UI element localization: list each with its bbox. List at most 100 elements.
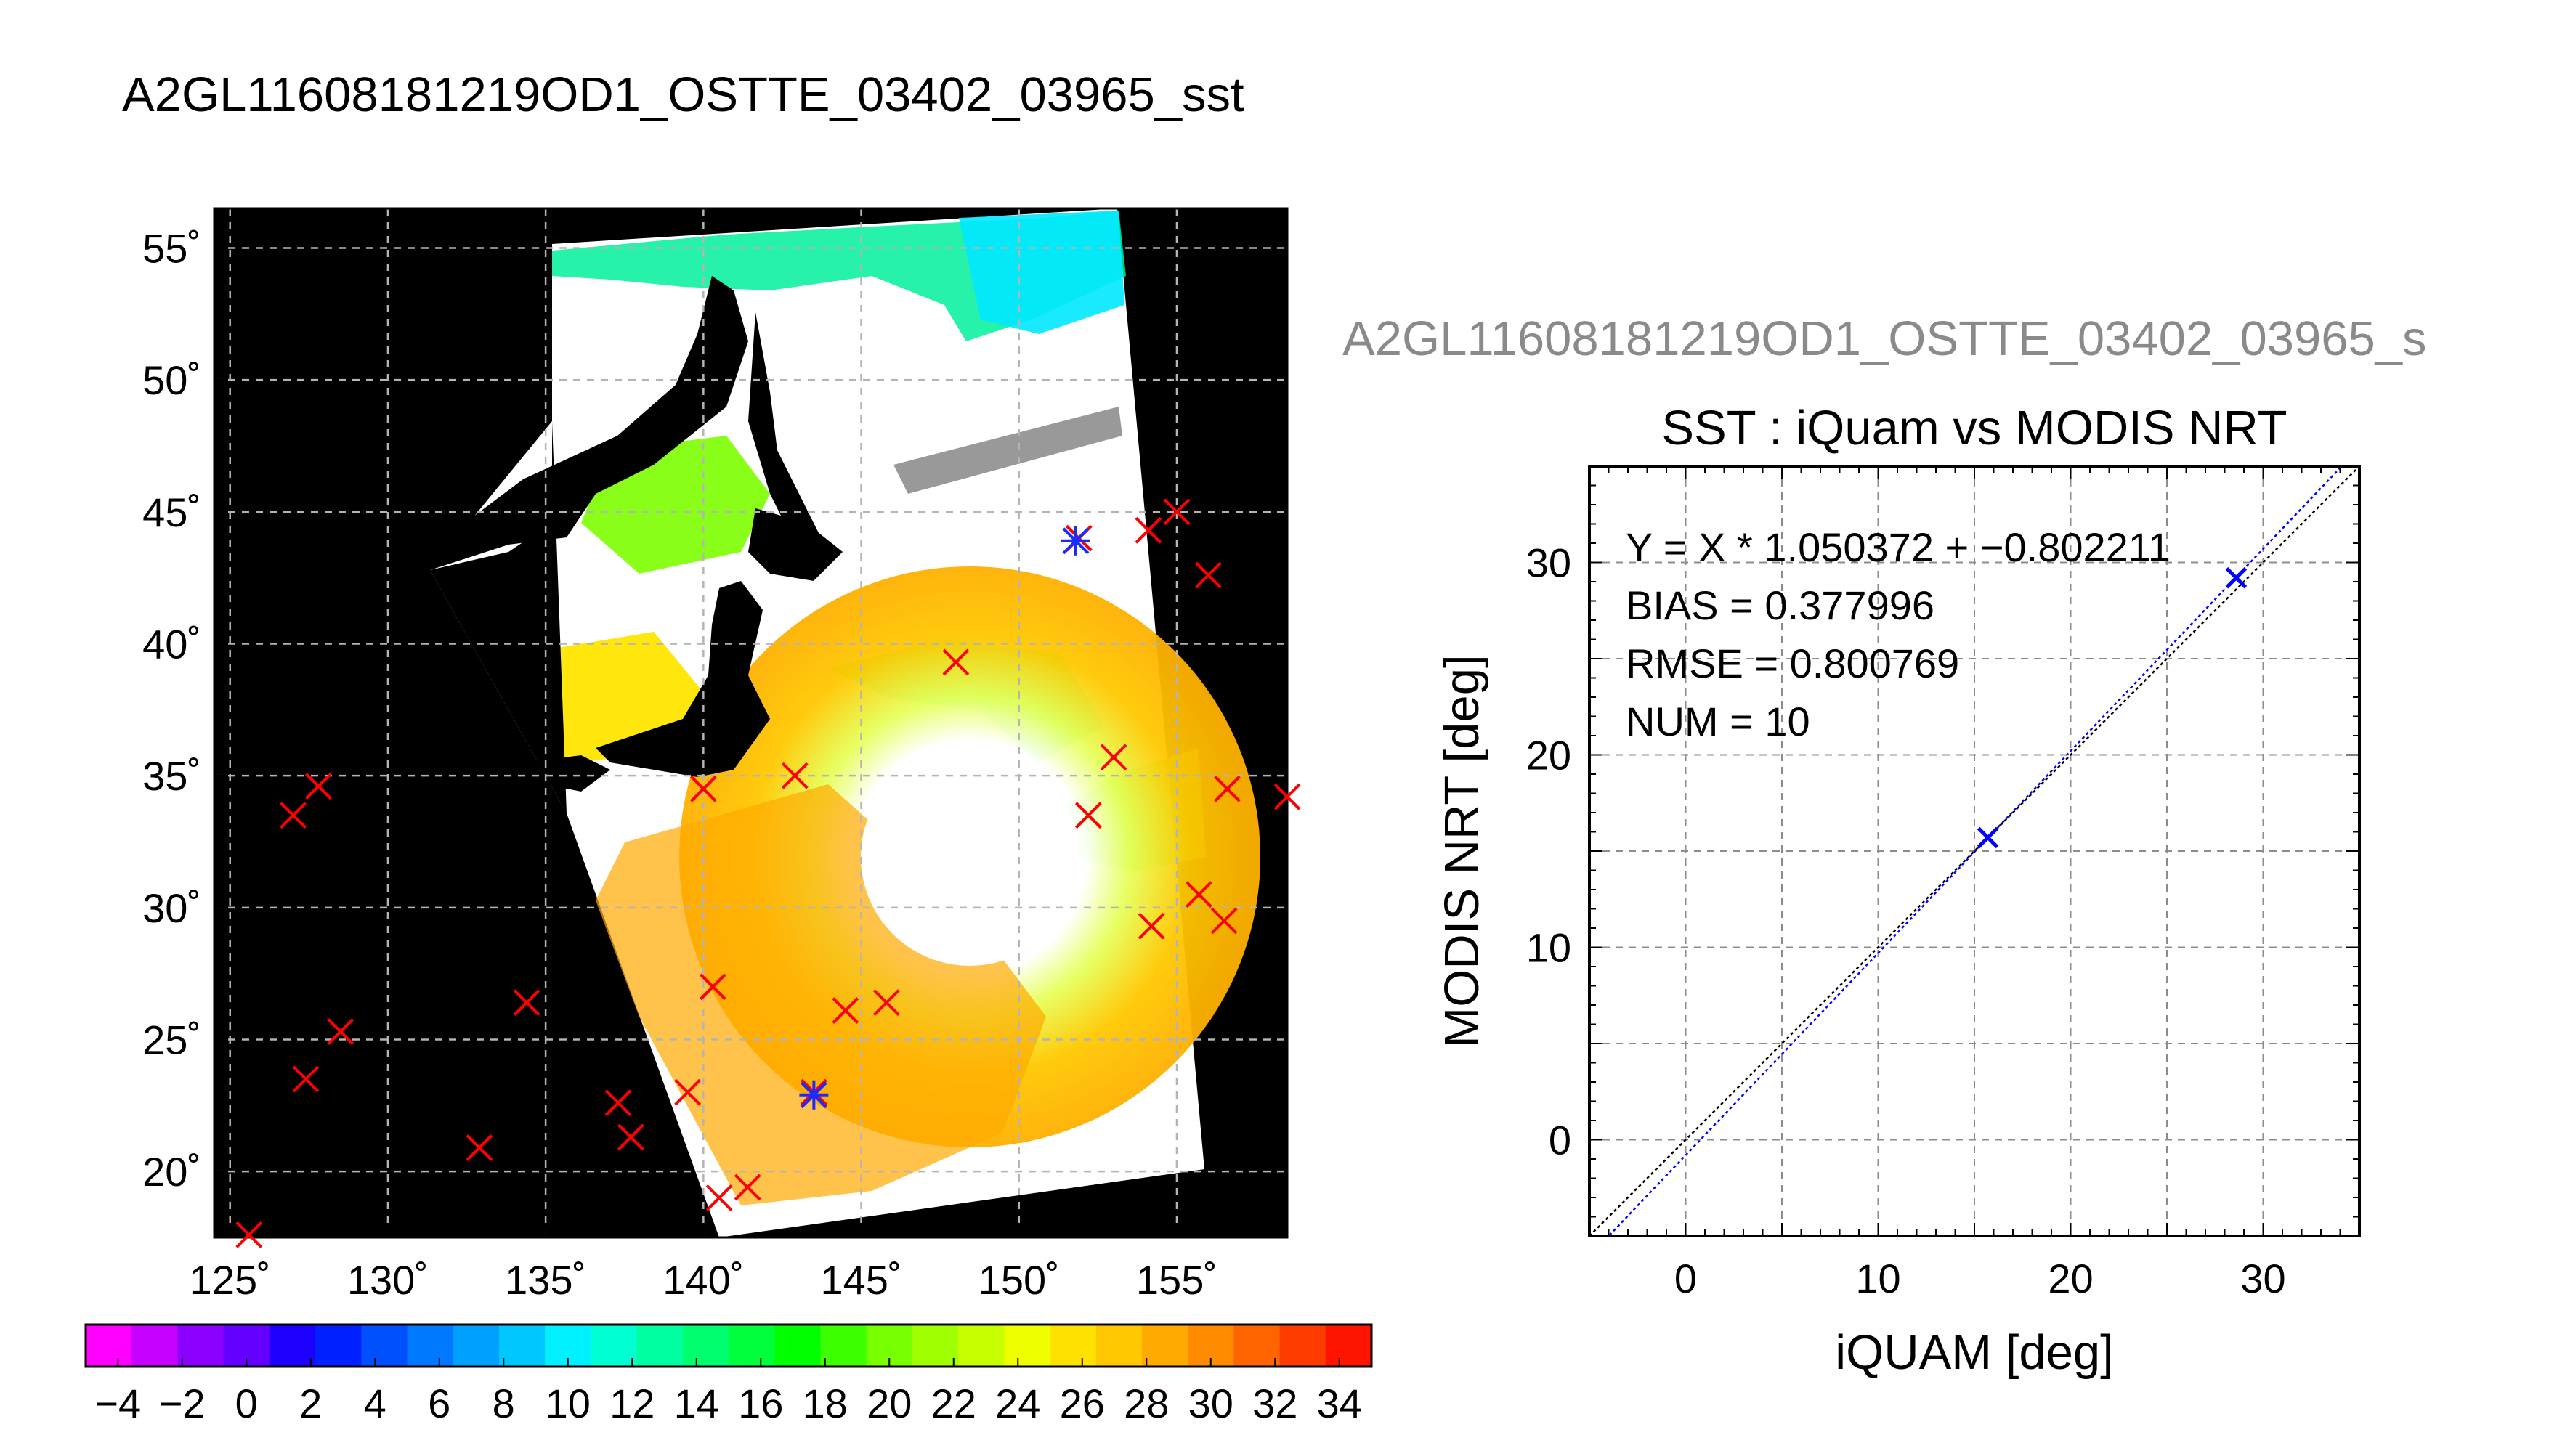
land-kuril-arc bbox=[893, 407, 1122, 494]
colorbar-swatch bbox=[1279, 1325, 1326, 1367]
scatter-x-tick-label: 10 bbox=[1855, 1256, 1900, 1301]
map-x-tick-label: 150˚ bbox=[978, 1257, 1060, 1303]
colorbar-swatch bbox=[86, 1325, 132, 1367]
station-x-stroke bbox=[292, 1065, 320, 1093]
colorbar-tick-label: 26 bbox=[1060, 1380, 1105, 1426]
map-frame bbox=[213, 207, 1289, 1239]
station-x-stroke bbox=[1210, 907, 1238, 935]
sst-map-panel: 125˚ 130˚ 135˚ 140˚ 145˚ 150˚ 155˚ 20˚ 25˚ 30˚ 35˚… bbox=[142, 207, 1301, 1303]
scatter-y-tick-label: 30 bbox=[1526, 540, 1571, 586]
map-y-tick-label: 30˚ bbox=[142, 885, 201, 931]
station-x-stroke bbox=[734, 1174, 761, 1201]
matchup-point-stroke bbox=[2225, 566, 2248, 589]
fit-statistic-line: BIAS = 0.377996 bbox=[1626, 582, 1934, 628]
granule-title: A2GL11608181219OD1_OSTTE_03402_03965_sst bbox=[122, 68, 1244, 122]
colorbar-tick-label: 30 bbox=[1188, 1380, 1233, 1426]
map-y-tick-label: 20˚ bbox=[142, 1149, 201, 1195]
station-x-stroke bbox=[617, 1123, 644, 1151]
station-x-marker bbox=[604, 1089, 632, 1117]
colorbar-tick-label: −4 bbox=[94, 1380, 141, 1426]
station-x-marker bbox=[705, 1184, 733, 1211]
matchup-star-marker bbox=[799, 1080, 829, 1110]
station-x-marker bbox=[1214, 775, 1241, 802]
station-x-marker bbox=[304, 773, 332, 800]
colorbar-tick-label: −2 bbox=[159, 1380, 206, 1426]
colorbar-swatch bbox=[591, 1325, 638, 1367]
station-x-marker bbox=[1163, 498, 1191, 526]
station-x-stroke bbox=[235, 1221, 263, 1248]
station-x-stroke bbox=[513, 989, 540, 1017]
map-y-tick-label: 50˚ bbox=[142, 357, 201, 403]
colorbar-swatch bbox=[131, 1325, 178, 1367]
station-x-marker bbox=[1194, 561, 1222, 589]
station-x-marker bbox=[1210, 907, 1238, 935]
map-y-tick-label: 35˚ bbox=[142, 753, 201, 799]
station-x-marker bbox=[689, 775, 717, 802]
station-x-marker bbox=[781, 762, 809, 789]
granule-title-faded: A2GL11608181219OD1_OSTTE_03402_03965_s bbox=[1342, 312, 2427, 366]
colorbar-tick-label: 32 bbox=[1252, 1380, 1297, 1426]
station-x-marker bbox=[942, 648, 970, 676]
scatter-panel: SST : iQuam vs MODIS NRT 0 10 20 300102030 … bbox=[1435, 401, 2361, 1380]
colorbar-tick-label: 20 bbox=[867, 1380, 912, 1426]
scatter-y-tick-label: 20 bbox=[1526, 733, 1571, 778]
colorbar-swatch bbox=[269, 1325, 316, 1367]
colorbar-swatch bbox=[1233, 1325, 1281, 1367]
scatter-xlabel: iQUAM [deg] bbox=[1835, 1325, 2114, 1380]
colorbar-swatch bbox=[498, 1325, 546, 1367]
station-x-stroke bbox=[327, 1018, 354, 1046]
colorbar-swatch bbox=[1004, 1325, 1050, 1367]
station-x-stroke bbox=[466, 1134, 493, 1161]
colorbar-swatch bbox=[636, 1325, 684, 1367]
colorbar-swatch bbox=[774, 1325, 821, 1367]
colorbar-tick-label: 28 bbox=[1124, 1380, 1169, 1426]
colorbar-tick-label: 22 bbox=[931, 1380, 976, 1426]
station-x-marker bbox=[1185, 881, 1212, 908]
land-hokkaido bbox=[748, 508, 843, 581]
station-x-marker bbox=[327, 1018, 354, 1046]
station-x-stroke bbox=[674, 1078, 702, 1106]
map-x-tick-label: 135˚ bbox=[505, 1257, 586, 1303]
matchup-point bbox=[1977, 826, 1999, 849]
station-x-stroke bbox=[280, 802, 307, 829]
scatter-ylabel: MODIS NRT [deg] bbox=[1435, 654, 1489, 1047]
station-x-stroke bbox=[1163, 498, 1191, 526]
station-x-stroke bbox=[1194, 561, 1222, 589]
swath-image bbox=[430, 208, 1260, 1237]
colorbar-frame bbox=[84, 1323, 1373, 1368]
station-x-stroke bbox=[1214, 775, 1241, 802]
map-y-tick-label: 45˚ bbox=[142, 489, 201, 535]
colorbar-swatch bbox=[453, 1325, 500, 1367]
colorbar-swatch bbox=[729, 1325, 775, 1367]
station-x-marker bbox=[872, 989, 900, 1017]
map-x-tick-label: 155˚ bbox=[1136, 1257, 1217, 1303]
colorbar-swatch bbox=[315, 1325, 362, 1367]
colorbar-swatch bbox=[177, 1325, 224, 1367]
station-x-marker bbox=[466, 1134, 493, 1161]
map-x-tick-label: 130˚ bbox=[347, 1257, 429, 1303]
colorbar-swatch bbox=[912, 1325, 959, 1367]
land-korea-west-mask bbox=[430, 421, 567, 813]
station-x-marker bbox=[699, 973, 726, 1001]
scatter-tick-labels: 0 10 20 30 0 10 20 30 bbox=[1526, 540, 2286, 1302]
sst-colorbar: −4 −2 0 2 4 6 8 10 12 14 16 18 20 22 24 26 28 30 32 34 bbox=[84, 1323, 1373, 1426]
map-y-tick-label: 25˚ bbox=[142, 1017, 201, 1063]
scatter-y-tick-label: 10 bbox=[1526, 925, 1571, 971]
fit-statistic-line: RMSE = 0.800769 bbox=[1626, 640, 1959, 686]
station-x-marker bbox=[235, 1221, 263, 1248]
colorbar-swatch bbox=[958, 1325, 1005, 1367]
station-markers bbox=[235, 498, 1301, 1248]
scatter-x-tick-label: 20 bbox=[2048, 1256, 2093, 1301]
map-x-tick-label: 140˚ bbox=[662, 1257, 744, 1303]
station-x-stroke bbox=[699, 973, 726, 1001]
scatter-title: SST : iQuam vs MODIS NRT bbox=[1661, 401, 2287, 455]
typhoon-eye bbox=[861, 748, 1079, 966]
colorbar-swatch bbox=[1325, 1325, 1372, 1367]
colorbar-tick-label: 12 bbox=[609, 1380, 655, 1426]
fit-statistics: Y = X * 1.050372 + −0.802211 BIAS = 0.377… bbox=[1626, 524, 2171, 744]
colorbar-tick-label: 34 bbox=[1317, 1380, 1362, 1426]
station-x-stroke bbox=[781, 762, 809, 789]
station-x-stroke bbox=[304, 773, 332, 800]
